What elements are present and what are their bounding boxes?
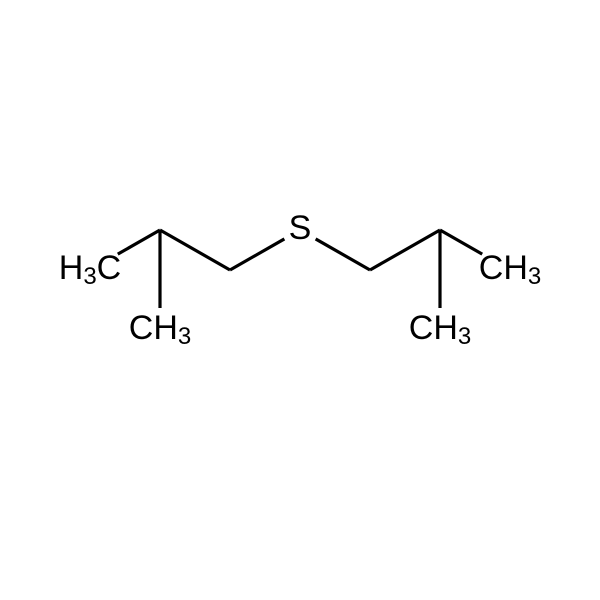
labels-group: SH3CCH3CH3CH3 [59, 209, 541, 350]
bond [370, 230, 440, 270]
atom-label-M2R: CH3 [409, 309, 471, 350]
atom-label-M2L: CH3 [129, 309, 191, 350]
atom-label-M1L: H3C [59, 249, 121, 290]
bond [440, 230, 482, 254]
bond [316, 239, 370, 270]
atom-label-S: S [289, 209, 312, 247]
bond [230, 239, 284, 270]
molecule-diagram: SH3CCH3CH3CH3 [0, 0, 600, 600]
bond [160, 230, 230, 270]
atom-label-M1R: CH3 [479, 249, 541, 290]
bond [118, 230, 160, 254]
